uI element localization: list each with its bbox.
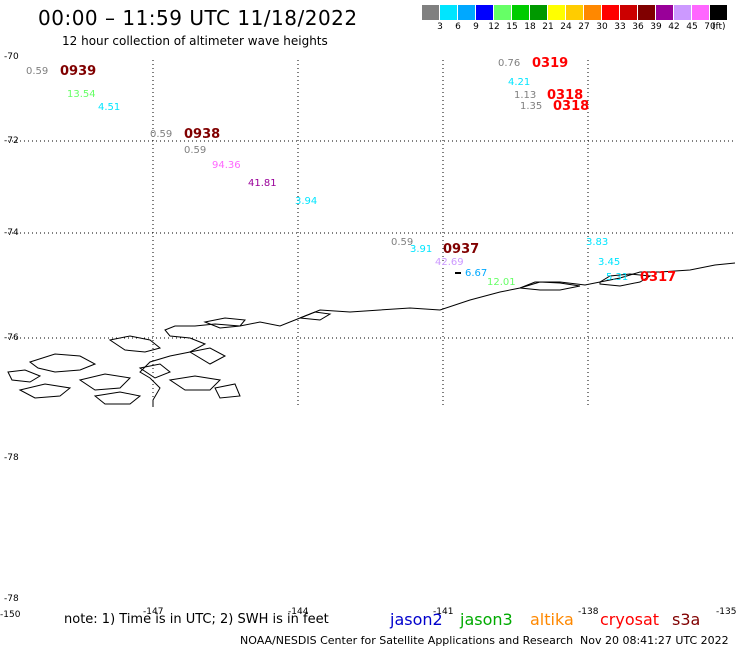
obs-time: 0939 bbox=[60, 64, 97, 79]
satellite-s3a: s3a bbox=[672, 610, 701, 629]
lat-label: -70 bbox=[4, 52, 19, 62]
legend-swatch bbox=[422, 5, 440, 20]
legend-swatch bbox=[638, 5, 656, 20]
obs-value: 13.54 bbox=[67, 89, 96, 100]
legend-tick-label: 15 bbox=[506, 22, 518, 32]
legend-swatch bbox=[566, 5, 584, 20]
satellite-altika: altika bbox=[530, 610, 574, 629]
legend-tick-label: 12 bbox=[488, 22, 500, 32]
legend-tick-label: 24 bbox=[560, 22, 572, 32]
legend-tick-label: 42 bbox=[668, 22, 680, 32]
lon-label: -147 bbox=[143, 607, 164, 617]
lon-label: -144 bbox=[288, 607, 309, 617]
obs-time: 0938 bbox=[184, 127, 221, 142]
legend-tick-label: 36 bbox=[632, 22, 644, 32]
obs-time: 0318 bbox=[553, 99, 590, 114]
lat-label: -72 bbox=[4, 136, 19, 146]
lon-label: -138 bbox=[578, 607, 599, 617]
legend-swatch bbox=[494, 5, 512, 20]
legend-swatch bbox=[602, 5, 620, 20]
legend-tick-label: 45 bbox=[686, 22, 698, 32]
credit-text: NOAA/NESDIS Center for Satellite Applica… bbox=[240, 634, 574, 647]
legend-tick-label: 6 bbox=[455, 22, 461, 32]
obs-value: 0.59 bbox=[391, 237, 414, 248]
obs-value: 5.31 bbox=[606, 272, 629, 283]
graticule bbox=[8, 60, 735, 405]
obs-time: 0319 bbox=[532, 56, 569, 71]
legend-tick-label: 9 bbox=[473, 22, 479, 32]
satellite-jason2: jason2 bbox=[390, 610, 443, 629]
obs-time: 0937 bbox=[443, 242, 480, 257]
legend-tick-label: 39 bbox=[650, 22, 662, 32]
obs-value: 42.69 bbox=[435, 257, 464, 268]
legend-tick-label: 33 bbox=[614, 22, 626, 32]
lat-label: -74 bbox=[4, 228, 19, 238]
obs-value: 12.01 bbox=[487, 277, 516, 288]
satellite-jason3: jason3 bbox=[460, 610, 513, 629]
coastline bbox=[7, 262, 736, 407]
legend-swatch bbox=[710, 5, 728, 20]
legend-swatch bbox=[656, 5, 674, 20]
lon-label: -150 bbox=[0, 610, 21, 620]
legend-tick-label: 70 bbox=[704, 22, 716, 32]
obs-value: 3.45 bbox=[598, 257, 621, 268]
legend-swatch bbox=[692, 5, 710, 20]
legend-swatch bbox=[674, 5, 692, 20]
legend-swatch bbox=[476, 5, 494, 20]
legend-tick-label: 30 bbox=[596, 22, 608, 32]
legend-unit: (ft) bbox=[712, 22, 726, 32]
obs-value: 3.83 bbox=[586, 237, 609, 248]
legend-swatch bbox=[458, 5, 476, 20]
lon-label: -135 bbox=[716, 607, 737, 617]
lat-label: -76 bbox=[4, 333, 19, 343]
legend-tick-label: 18 bbox=[524, 22, 536, 32]
legend-swatch bbox=[548, 5, 566, 20]
footer-note: note: 1) Time is in UTC; 2) SWH is in fe… bbox=[64, 612, 329, 627]
obs-value: 0.59 bbox=[150, 129, 173, 140]
legend-swatch bbox=[584, 5, 602, 20]
obs-value: 0.59 bbox=[26, 66, 49, 77]
legend-tick-label: 3 bbox=[437, 22, 443, 32]
map-title: 00:00 – 11:59 UTC 11/18/2022 bbox=[38, 6, 358, 30]
legend-swatch bbox=[620, 5, 638, 20]
satellite-cryosat: cryosat bbox=[600, 610, 660, 629]
obs-value: 4.51 bbox=[98, 102, 121, 113]
lat-label: -78 bbox=[4, 594, 19, 604]
obs-value: 3.91 bbox=[410, 244, 433, 255]
obs-value: 94.36 bbox=[212, 160, 241, 171]
obs-value: 6.67 bbox=[465, 268, 488, 279]
obs-value: 3.94 bbox=[295, 196, 318, 207]
legend-swatch bbox=[530, 5, 548, 20]
lon-label: -141 bbox=[433, 607, 454, 617]
obs-value: 1.13 bbox=[514, 90, 537, 101]
obs-value: 1.35 bbox=[520, 101, 543, 112]
generated-timestamp: Nov 20 08:41:27 UTC 2022 bbox=[580, 634, 729, 647]
obs-value: 41.81 bbox=[248, 178, 277, 189]
obs-time: 0317 bbox=[640, 270, 677, 285]
map-subtitle: 12 hour collection of altimeter wave hei… bbox=[62, 34, 328, 48]
legend-swatch bbox=[512, 5, 530, 20]
lat-label: -78 bbox=[4, 453, 19, 463]
obs-value: 0.76 bbox=[498, 58, 521, 69]
obs-value: 4.21 bbox=[508, 77, 531, 88]
legend-tick-label: 27 bbox=[578, 22, 590, 32]
obs-time: 0318 bbox=[547, 88, 584, 103]
legend-swatch bbox=[440, 5, 458, 20]
obs-value: 0.59 bbox=[184, 145, 207, 156]
legend-tick-label: 21 bbox=[542, 22, 554, 32]
